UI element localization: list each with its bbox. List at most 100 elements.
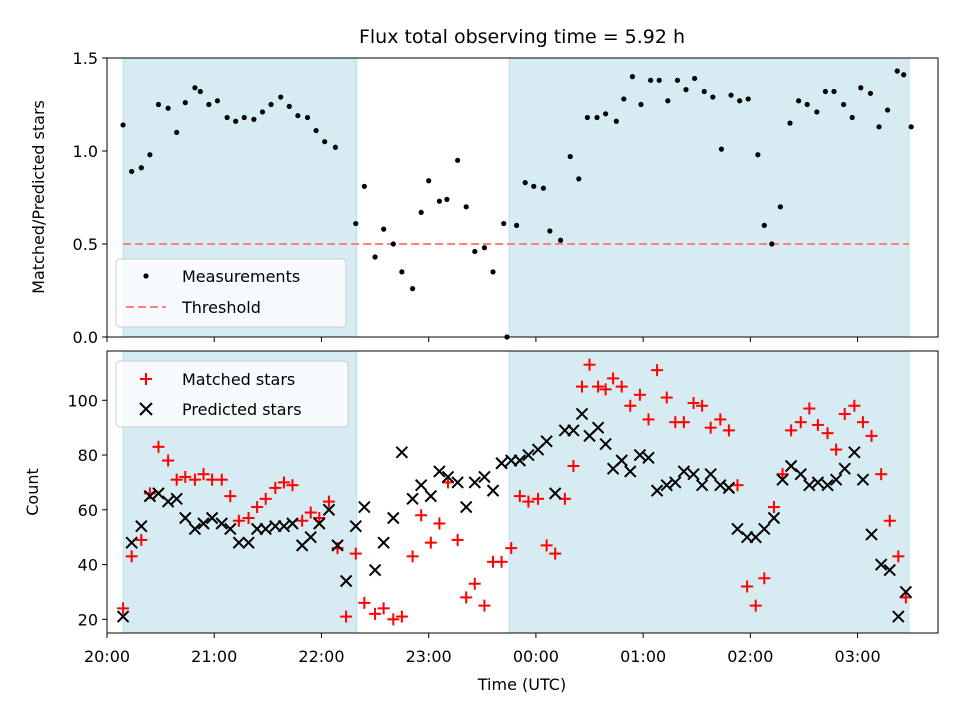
predicted-star-point bbox=[179, 511, 192, 525]
predicted-star-point bbox=[116, 610, 130, 623]
predicted-star-point bbox=[794, 467, 807, 481]
measurement-point bbox=[849, 114, 855, 121]
matched-star-point bbox=[714, 413, 727, 426]
matched-star-point bbox=[624, 399, 637, 412]
y-tick-label: 1.5 bbox=[73, 49, 98, 68]
matched-star-point bbox=[540, 539, 553, 552]
measurement-point bbox=[455, 157, 461, 163]
measurement-point bbox=[683, 87, 689, 93]
predicted-star-point bbox=[704, 467, 717, 481]
x-tick-label: 03:00 bbox=[835, 647, 881, 666]
matched-star-point bbox=[415, 509, 428, 522]
measurement-point bbox=[472, 248, 478, 255]
matched-star-point bbox=[722, 424, 735, 437]
matched-star-point bbox=[856, 416, 869, 429]
measurement-point bbox=[214, 98, 221, 104]
predicted-star-point bbox=[433, 465, 446, 478]
predicted-star-point bbox=[414, 478, 428, 492]
matched-star-point bbox=[441, 476, 454, 489]
predicted-star-point bbox=[277, 520, 291, 533]
matched-star-point bbox=[767, 501, 780, 514]
measurement-point bbox=[613, 118, 619, 124]
matched-star-point bbox=[785, 424, 798, 437]
predicted-star-point bbox=[304, 530, 317, 544]
matched-star-point bbox=[615, 380, 628, 393]
matched-star-point bbox=[322, 495, 335, 508]
measurement-point bbox=[259, 109, 266, 115]
predicted-star-point bbox=[495, 457, 508, 470]
measurement-point bbox=[182, 100, 188, 106]
y-tick-label: 0.5 bbox=[73, 235, 98, 254]
measurement-point bbox=[390, 241, 396, 247]
predicted-star-point bbox=[424, 489, 438, 503]
measurement-point bbox=[867, 90, 874, 96]
matched-star-point bbox=[687, 397, 700, 410]
matched-star-point bbox=[424, 536, 437, 549]
measurement-point bbox=[761, 222, 767, 228]
matched-star-point bbox=[642, 413, 655, 426]
matched-star-point bbox=[478, 599, 491, 612]
measurement-point bbox=[701, 88, 707, 95]
measurement-point bbox=[251, 116, 257, 122]
matched-star-point bbox=[758, 572, 771, 585]
measurement-point bbox=[353, 220, 359, 227]
measurement-point bbox=[540, 185, 547, 191]
predicted-star-point bbox=[513, 454, 527, 467]
measurement-point bbox=[295, 113, 301, 119]
measurement-point bbox=[691, 75, 698, 82]
measurement-point bbox=[481, 245, 488, 251]
ratio-panel-ylabel: Matched/Predicted stars bbox=[29, 100, 48, 294]
y-tick-label: 0.0 bbox=[73, 328, 98, 347]
matched-star-point bbox=[749, 599, 762, 612]
y-tick-label: 40 bbox=[78, 556, 98, 575]
ratio-panel: 0.0 0.5 1.0 1.5 Matched/Predicted stars Mea… bbox=[29, 49, 939, 347]
measurement-point bbox=[603, 111, 609, 117]
predicted-star-point bbox=[125, 536, 138, 549]
measurement-point bbox=[165, 105, 171, 111]
matched-star-point bbox=[188, 473, 201, 486]
matched-star-point bbox=[741, 580, 754, 593]
predicted-star-point bbox=[224, 522, 237, 536]
y-tick-label: 1.0 bbox=[73, 142, 98, 161]
predicted-star-point bbox=[624, 465, 637, 478]
measurement-point bbox=[894, 68, 900, 74]
measurement-point bbox=[436, 198, 442, 204]
measurement-point bbox=[426, 178, 432, 184]
predicted-star-point bbox=[856, 473, 870, 486]
measurement-point bbox=[814, 109, 820, 115]
predicted-star-point bbox=[599, 437, 612, 451]
predicted-star-point bbox=[441, 470, 455, 484]
measurement-point bbox=[858, 85, 864, 91]
measurement-point bbox=[584, 114, 590, 121]
measurement-point bbox=[197, 88, 203, 95]
matched-star-point bbox=[340, 610, 353, 623]
measurement-point bbox=[120, 122, 126, 128]
predicted-star-point bbox=[848, 446, 861, 459]
matched-star-point bbox=[583, 358, 596, 371]
count-legend-box bbox=[115, 360, 349, 428]
y-tick-label: 80 bbox=[78, 446, 98, 465]
measurement-point bbox=[418, 209, 424, 215]
predicted-star-point bbox=[803, 478, 816, 492]
predicted-star-point bbox=[865, 528, 878, 541]
measurement-point bbox=[381, 226, 387, 232]
y-tick-label: 60 bbox=[78, 501, 98, 520]
measurement-point bbox=[129, 168, 135, 175]
matched-star-point bbox=[821, 427, 834, 440]
predicted-star-point bbox=[540, 435, 553, 448]
measurement-point bbox=[138, 165, 144, 171]
measurement-point bbox=[304, 114, 311, 121]
matched-star-point bbox=[313, 512, 326, 525]
measurement-point bbox=[322, 139, 328, 145]
predicted-star-point bbox=[731, 522, 744, 536]
ratio-legend-box bbox=[115, 258, 347, 328]
y-tick-label: 20 bbox=[78, 610, 98, 629]
predicted-star-point bbox=[722, 481, 736, 495]
matched-star-point bbox=[513, 490, 526, 503]
measurement-point bbox=[372, 254, 378, 260]
matched-star-point bbox=[532, 492, 545, 505]
predicted-star-point bbox=[758, 522, 771, 536]
legend-label-measurements: Measurements bbox=[182, 267, 300, 286]
matched-star-point bbox=[607, 372, 620, 385]
